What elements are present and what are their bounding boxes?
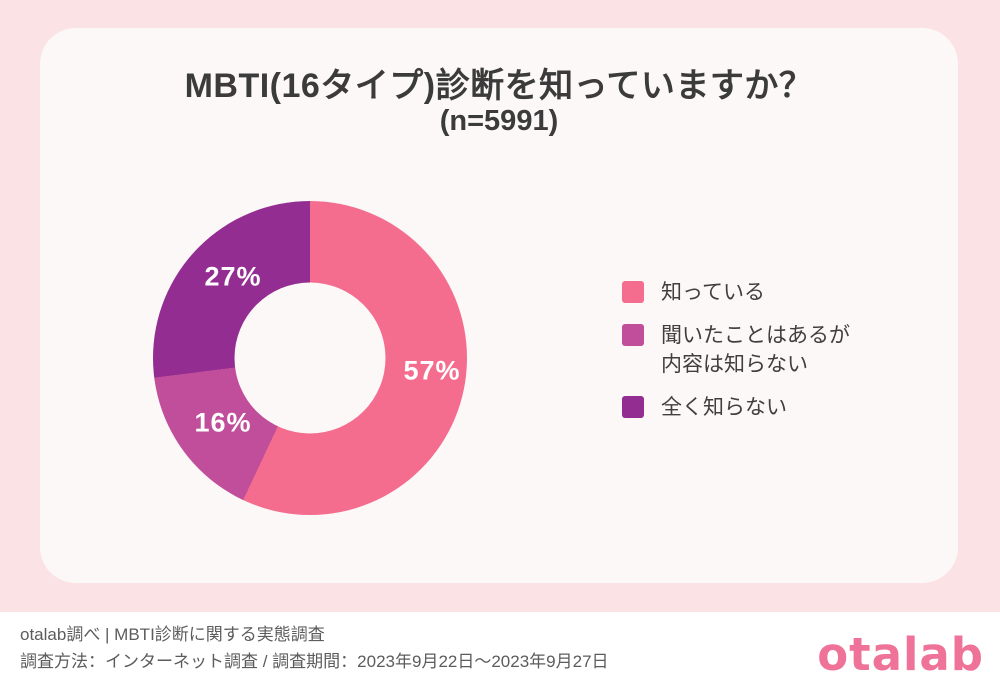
legend-label-knows: 知っている bbox=[661, 281, 765, 304]
data-label-doesnt-know: 27% bbox=[204, 261, 262, 292]
footer-bar: otalab調べ | MBTI診断に関する実態調査 調査方法：インターネット調査… bbox=[0, 612, 1000, 687]
donut-hole bbox=[234, 282, 386, 434]
footer-credits: otalab調べ | MBTI診断に関する実態調査 調査方法：インターネット調査… bbox=[20, 621, 609, 675]
sample-size-label: (n=5991) bbox=[439, 105, 559, 137]
legend-item-heard-only: 聞いたことはあるが 内容は知らない bbox=[622, 321, 850, 379]
data-label-heard-only: 16% bbox=[194, 407, 252, 438]
legend-swatch-pink bbox=[622, 281, 644, 303]
legend-label-doesnt-know: 全く知らない bbox=[661, 396, 787, 419]
legend-swatch-magenta bbox=[622, 324, 644, 346]
survey-source-line: otalab調べ | MBTI診断に関する実態調査 bbox=[20, 625, 325, 644]
legend-swatch-purple bbox=[622, 396, 644, 418]
donut-chart: 57% 16% 27% bbox=[153, 201, 467, 515]
legend-label-heard-only: 聞いたことはあるが 内容は知らない bbox=[661, 324, 850, 376]
chart-title: MBTI(16タイプ)診断を知っていますか？ bbox=[184, 67, 814, 105]
legend-item-knows: 知っている bbox=[622, 278, 765, 307]
survey-card: MBTI(16タイプ)診断を知っていますか？ (n=5991) 57% 16% … bbox=[40, 28, 958, 583]
otalab-logo: otalab bbox=[817, 628, 984, 681]
legend-item-doesnt-know: 全く知らない bbox=[622, 393, 787, 422]
survey-method-line: 調査方法：インターネット調査 / 調査期間：2023年9月22日〜2023年9月… bbox=[20, 652, 609, 671]
data-label-knows: 57% bbox=[403, 355, 461, 386]
chart-legend: 知っている 聞いたことはあるが 内容は知らない 全く知らない bbox=[622, 28, 922, 583]
